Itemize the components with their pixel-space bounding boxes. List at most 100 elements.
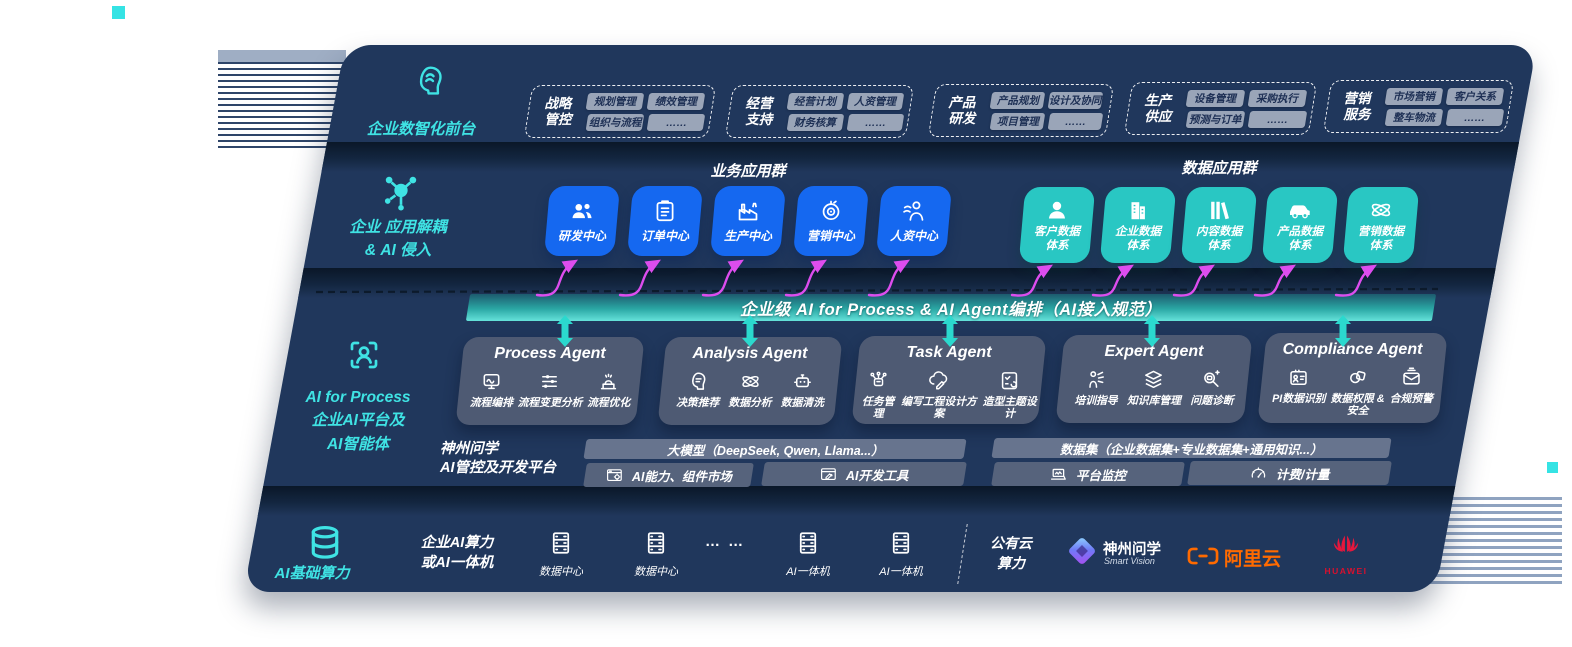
capability-label: 流程优化 (587, 397, 631, 409)
panel-step-band-1 (321, 142, 1520, 172)
agent-capability: 流程编排 (470, 370, 513, 409)
process-agent-box: Process Agent 流程编排 流程变更分析 流程优化 (455, 337, 645, 425)
server-icon (887, 529, 915, 557)
tag-label: 绩效管理 (655, 95, 697, 108)
front-office-group-supply: 生产 供应 设备管理 采购执行 预测与订单 …… (1123, 82, 1318, 135)
server-icon (547, 529, 575, 557)
agent-capability: 数据权限 & 安全 (1331, 366, 1385, 418)
huawei-logo-text: HUAWEI (1324, 566, 1368, 576)
tile-label: 营销数据 体系 (1358, 225, 1404, 252)
flow-icon (480, 370, 503, 393)
agent-capability: 造型主题设计 (979, 369, 1040, 421)
checklist-icon (998, 369, 1021, 392)
agent-capability: 知识库管理 (1127, 368, 1181, 407)
bar-label: 平台监控 (1076, 468, 1127, 483)
agent-capability: 流程变更分析 (517, 370, 583, 409)
huawei-flower-icon (1330, 532, 1362, 564)
group-title: 产品 研发 (948, 94, 976, 126)
dataset-bar: 数据集（企业数据集+专业数据集+通用知识...） (991, 438, 1392, 458)
group-tags: 产品规划 设计及协同 项目管理 …… (989, 91, 1104, 130)
tag: …… (1445, 108, 1504, 126)
shenzhou-logo-name: 神州问学 (1103, 542, 1161, 558)
atom-icon (1368, 197, 1394, 223)
molecule-icon (380, 172, 422, 214)
tag: 组织与流程 (585, 113, 645, 131)
capability-label: 流程编排 (469, 397, 513, 409)
monitor-bar: 平台监控 (991, 462, 1185, 486)
person-wave-icon (901, 198, 927, 224)
tag-label: 整车物流 (1392, 111, 1435, 124)
node-label: 数据中心 (539, 566, 583, 578)
agent-capability: 决策推荐 (676, 370, 719, 409)
machine-icon (597, 370, 620, 393)
front-office-group-operation: 经营 支持 经营计划 人资管理 财务核算 …… (724, 85, 915, 138)
tag: …… (1247, 110, 1307, 128)
laptop-chart-icon (1049, 465, 1068, 484)
agent-capability: 流程优化 (587, 370, 630, 409)
node-label: AI一体机 (786, 566, 830, 578)
cloud-pen-icon (927, 369, 950, 392)
head-chat-icon (686, 370, 709, 393)
mail-alert-icon (1400, 366, 1423, 389)
capability-label: PI数据识别 (1272, 393, 1326, 405)
layers-icon (1142, 368, 1165, 391)
capability-label: 培训指导 (1074, 395, 1118, 407)
front-office-group-product: 产品 研发 产品规划 设计及协同 项目管理 …… (927, 84, 1115, 137)
model-bar-label: 大模型（DeepSeek, Qwen, Llama...） (666, 443, 884, 458)
tile-enterprise-data: 企业数据 体系 (1099, 187, 1177, 263)
tag: 市场营销 (1384, 87, 1443, 105)
tag-label: 财务核算 (794, 116, 837, 129)
server-icon (794, 529, 822, 557)
capability-label: 问题诊断 (1190, 395, 1234, 407)
platform-label: 神州问学 AI管控及开发平台 (440, 441, 556, 476)
tag-label: 项目管理 (996, 115, 1039, 128)
tag-label: 市场营销 (1392, 90, 1435, 103)
tile-label: 产品数据 体系 (1277, 225, 1323, 252)
panel-step-band-3 (257, 486, 1456, 516)
tag: 整车物流 (1384, 108, 1443, 126)
capability-label: 编写工程设计方案 (901, 396, 977, 421)
atom-icon (739, 370, 762, 393)
analysis-agent-box: Analysis Agent 决策推荐 数据分析 数据清洗 (657, 337, 843, 425)
agent-capability: 数据清洗 (781, 370, 824, 409)
ai-for-process-label: AI for Process 企业AI平台及 AI智能体 (305, 389, 411, 453)
shenzhou-logo-subtitle: Smart Vision (1104, 556, 1155, 566)
user-icon (1044, 197, 1070, 223)
bar-label: AI能力、组件市场 (631, 469, 732, 484)
tag-label: 设计及协同 (1049, 94, 1102, 107)
group-title: 战略 管控 (544, 95, 572, 127)
factory-icon (735, 198, 761, 224)
tag: 采购执行 (1247, 89, 1307, 107)
tag-label: …… (1065, 115, 1086, 127)
capability-label: 流程变更分析 (517, 397, 583, 409)
capability-label: 知识库管理 (1127, 395, 1181, 407)
agent-capability: 数据分析 (728, 370, 772, 409)
bar-label: AI开发工具 (846, 468, 909, 483)
id-card-icon (1287, 366, 1310, 389)
tag-label: 人资管理 (853, 95, 896, 108)
shenzhou-diamond-icon (1064, 533, 1100, 569)
magnifier-bot-icon (1200, 368, 1223, 391)
agent-title: Task Agent (906, 344, 992, 361)
group-title: 经营 支持 (745, 95, 773, 127)
tag-label: 采购执行 (1255, 92, 1298, 105)
tile-label: 研发中心 (557, 229, 607, 244)
tag: 设备管理 (1185, 89, 1245, 107)
tag-label: 客户关系 (1453, 90, 1496, 103)
tag: …… (846, 113, 904, 131)
tag-label: …… (1266, 113, 1288, 125)
tag: 经营计划 (786, 92, 844, 110)
gauge-icon (1249, 464, 1268, 483)
bar-label: 计费/计量 (1276, 467, 1330, 482)
public-cloud-label: 公有云 算力 (990, 535, 1032, 571)
tile-label: 企业数据 体系 (1115, 225, 1161, 252)
agent-title: Compliance Agent (1282, 341, 1423, 358)
building-icon (1125, 197, 1151, 223)
group-title: 营销 服务 (1343, 90, 1371, 122)
data-apps-title: 数据应用群 (1181, 160, 1257, 177)
alicloud-icon (1186, 546, 1220, 566)
sliders-icon (538, 370, 561, 393)
tag-label: 规划管理 (594, 95, 636, 108)
robot-icon (791, 370, 814, 393)
tag-label: …… (665, 116, 687, 128)
